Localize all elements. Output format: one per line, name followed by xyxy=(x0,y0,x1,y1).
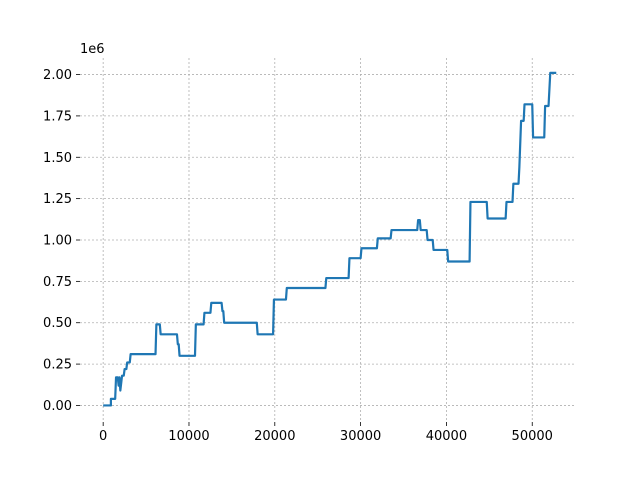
x-axis: 0 10000 20000 30000 40000 50000 xyxy=(99,422,553,444)
y-tick-label: 1.00 xyxy=(43,234,72,249)
y-tick-label: 1.50 xyxy=(43,151,72,166)
y-tick-label: 0.75 xyxy=(43,275,72,290)
x-tick-label: 0 xyxy=(99,429,107,444)
x-tick-label: 10000 xyxy=(168,429,209,444)
x-tick-label: 40000 xyxy=(426,429,467,444)
x-tick-label: 50000 xyxy=(512,429,553,444)
series-layer xyxy=(103,71,557,407)
x-tick-label: 30000 xyxy=(340,429,381,444)
y-tick-label: 0.00 xyxy=(43,399,72,414)
y-tick-label: 1.75 xyxy=(43,109,72,124)
y-tick-label: 0.25 xyxy=(43,358,72,373)
y-axis-offset-label: 1e6 xyxy=(80,42,105,57)
y-tick-label: 1.25 xyxy=(43,192,72,207)
grid xyxy=(80,58,576,422)
y-tick-label: 0.50 xyxy=(43,316,72,331)
x-tick-label: 20000 xyxy=(254,429,295,444)
y-axis: 0.00 0.25 0.50 0.75 1.00 1.25 1.50 1.75 2.00 xyxy=(43,68,80,414)
series-line xyxy=(103,71,557,407)
y-tick-label: 2.00 xyxy=(43,68,72,83)
